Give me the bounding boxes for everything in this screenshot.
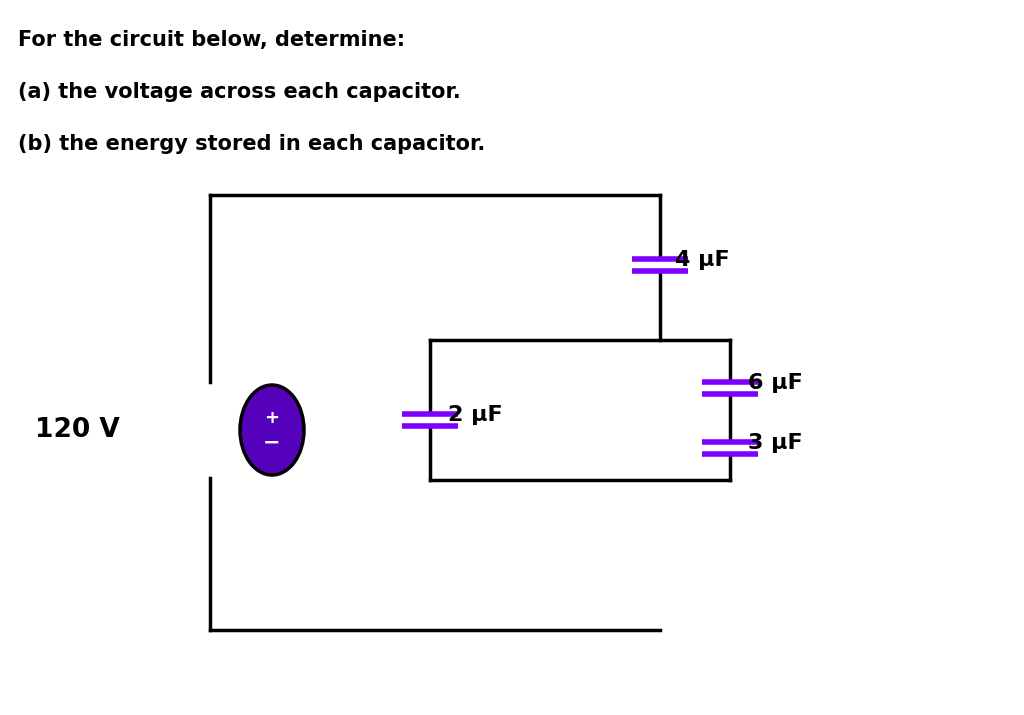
Text: 2 μF: 2 μF	[449, 405, 503, 425]
Text: −: −	[263, 433, 281, 453]
Ellipse shape	[240, 385, 304, 475]
Text: 6 μF: 6 μF	[748, 373, 803, 393]
Text: 3 μF: 3 μF	[748, 433, 803, 453]
Text: 120 V: 120 V	[35, 417, 120, 443]
Text: +: +	[264, 409, 280, 427]
Text: (a) the voltage across each capacitor.: (a) the voltage across each capacitor.	[18, 82, 461, 102]
Text: 4 μF: 4 μF	[675, 250, 730, 270]
Text: For the circuit below, determine:: For the circuit below, determine:	[18, 30, 406, 50]
Text: (b) the energy stored in each capacitor.: (b) the energy stored in each capacitor.	[18, 134, 485, 154]
